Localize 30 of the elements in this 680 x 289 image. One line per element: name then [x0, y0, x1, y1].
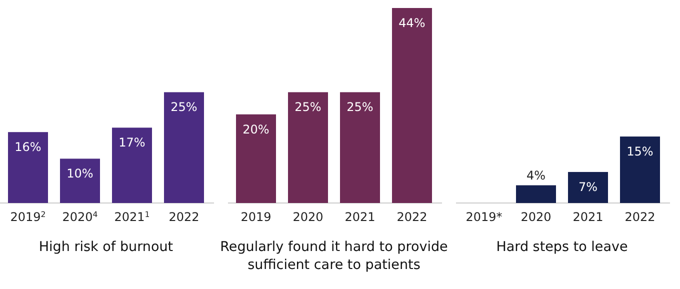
x-tick-label: 2019	[240, 210, 272, 224]
data-label: 25%	[294, 100, 322, 114]
data-label: 7%	[578, 180, 598, 194]
data-label: 4%	[526, 168, 546, 182]
bar	[112, 128, 152, 203]
data-label: 25%	[170, 100, 198, 114]
x-tick-label: 2019$^{2}$	[10, 210, 46, 224]
x-tick-label: 2020	[520, 210, 552, 224]
data-label: 17%	[118, 136, 146, 150]
x-tick-label: 2021	[572, 210, 604, 224]
bar	[164, 92, 204, 203]
x-tick-label: 2022	[396, 210, 428, 224]
data-label: 44%	[398, 16, 426, 30]
x-tick-label: 2020	[292, 210, 324, 224]
data-label: 16%	[14, 140, 42, 154]
data-label: 15%	[626, 144, 654, 159]
x-tick-label: 2022	[168, 210, 200, 224]
data-label: 20%	[242, 122, 270, 136]
x-tick-label: 2019*	[466, 210, 502, 224]
x-tick-label: 2021	[344, 210, 376, 224]
data-label: 25%	[346, 100, 374, 114]
x-tick-label: 2021$^{1}$	[114, 210, 150, 224]
x-tick-label: 2022	[624, 210, 656, 224]
text: Regularly found it hard to provide sufficient care to patients	[220, 239, 448, 273]
bar	[8, 132, 48, 203]
x-tick-label: 2020$^{4}$	[62, 210, 98, 224]
data-label: 10%	[66, 166, 94, 181]
text: High risk of burnout	[38, 239, 174, 255]
text: Hard steps to leave	[496, 239, 628, 255]
bar	[60, 158, 100, 203]
